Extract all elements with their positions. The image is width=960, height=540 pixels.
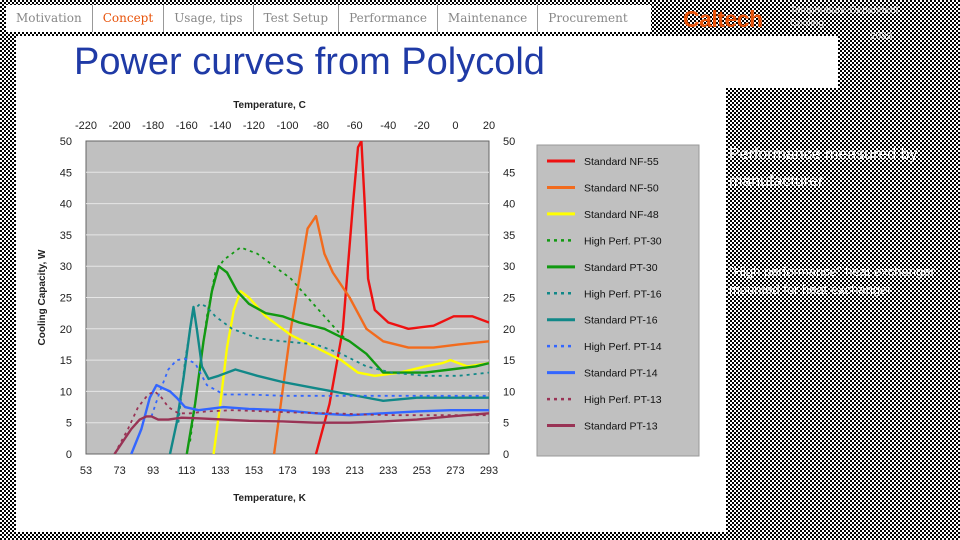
series-line-high-perf-pt-13	[117, 390, 489, 449]
note-heat-exchanger: "High performance" heat exchanger mounte…	[729, 264, 935, 297]
x-tick-label: 293	[480, 465, 498, 477]
x-tick-label: 73	[113, 465, 125, 477]
legend-label: Standard PT-30	[584, 262, 658, 274]
y-tick-label-right: 15	[503, 355, 515, 367]
x-tick-label: 53	[80, 465, 92, 477]
legend-label: Standard PT-14	[584, 368, 658, 380]
legend-label: Standard NF-55	[584, 156, 659, 168]
y-tick-label: 40	[60, 199, 72, 211]
legend-label: High Perf. PT-16	[584, 288, 662, 300]
tab-test-setup[interactable]: Test Setup	[254, 5, 340, 32]
y-tick-label-right: 50	[503, 136, 515, 148]
tab-motivation[interactable]: Motivation	[6, 5, 93, 32]
note-manufacturer: Performance measured by manufacturer.	[729, 146, 918, 190]
series-line-standard-pt-14	[130, 383, 489, 454]
series-line-standard-nf-55	[314, 141, 489, 454]
x-tick-label: 93	[147, 465, 159, 477]
y-tick-label: 50	[60, 136, 72, 148]
y-tick-label: 30	[60, 261, 72, 273]
top-tick-label: -140	[209, 120, 231, 132]
y-tick-label-right: 25	[503, 293, 515, 305]
title-box: Power curves from Polycold	[16, 36, 838, 88]
series-line-standard-pt-16	[168, 305, 489, 454]
header-meta-line1: Temperature-Dependent	[790, 5, 899, 16]
legend-box	[536, 144, 700, 457]
x-tick-label: 273	[446, 465, 464, 477]
header-meta-line3: 2023	[870, 31, 893, 42]
top-tick-label: -120	[243, 120, 265, 132]
header-meta-line2: Cooling	[790, 18, 824, 29]
content-panel: 0 0 5 5 10 10 15 15 20 20 25 25 30 30 35 35 40 40 45 45 50 50…	[16, 88, 726, 532]
series-line-high-perf-pt-14	[150, 357, 489, 417]
caltech-logo: Caltech	[683, 6, 763, 32]
y-axis-label: Cooling Capacity, W	[37, 249, 48, 345]
top-tick-label: -60	[347, 120, 363, 132]
top-tick-label: -80	[313, 120, 329, 132]
x-tick-label: 173	[278, 465, 296, 477]
legend-label: High Perf. PT-13	[584, 394, 662, 406]
top-tick-label: -40	[380, 120, 396, 132]
top-tick-label: -160	[176, 120, 198, 132]
series-line-standard-pt-13	[113, 412, 489, 454]
series-line-high-perf-pt-16	[177, 302, 489, 423]
tab-performance[interactable]: Performance	[339, 5, 438, 32]
series-line-standard-nf-48	[212, 289, 489, 454]
y-tick-label: 15	[60, 355, 72, 367]
tab-usage-tips[interactable]: Usage, tips	[164, 5, 254, 32]
top-tick-label: 0	[452, 120, 458, 132]
legend-label: Standard PT-13	[584, 421, 658, 433]
tab-maintenance[interactable]: Maintenance	[438, 5, 539, 32]
y-tick-label: 25	[60, 293, 72, 305]
legend-label: High Perf. PT-30	[584, 235, 662, 247]
series-line-standard-pt-30	[185, 264, 489, 454]
y-tick-label-right: 40	[503, 199, 515, 211]
y-tick-label-right: 20	[503, 324, 515, 336]
y-tick-label-right: 5	[503, 418, 509, 430]
y-tick-label: 20	[60, 324, 72, 336]
legend-label: High Perf. PT-14	[584, 341, 662, 353]
top-tick-label: -20	[414, 120, 430, 132]
x-tick-label: 133	[211, 465, 229, 477]
y-tick-label: 35	[60, 230, 72, 242]
y-tick-label: 10	[60, 386, 72, 398]
chart-title: Temperature, C	[233, 100, 306, 111]
top-tick-label: 20	[483, 120, 495, 132]
x-tick-label: 153	[245, 465, 263, 477]
legend-label: Standard NF-48	[584, 209, 659, 221]
x-tick-label: 253	[413, 465, 431, 477]
x-tick-label: 193	[312, 465, 330, 477]
top-tick-label: -220	[75, 120, 97, 132]
y-tick-label: 5	[66, 418, 72, 430]
y-tick-label-right: 45	[503, 167, 515, 179]
tab-procurement[interactable]: Procurement	[548, 11, 628, 25]
section-nav: Motivation Concept Usage, tips Test Setu…	[6, 5, 651, 32]
y-tick-label-right: 35	[503, 230, 515, 242]
x-tick-label: 233	[379, 465, 397, 477]
tab-concept[interactable]: Concept	[93, 5, 165, 32]
series-line-standard-nf-50	[272, 214, 489, 454]
x-axis-label: Temperature, K	[233, 493, 306, 504]
y-tick-label: 45	[60, 167, 72, 179]
y-tick-label-right: 10	[503, 386, 515, 398]
top-tick-label: -180	[142, 120, 164, 132]
top-tick-label: -100	[276, 120, 298, 132]
top-tick-label: -200	[109, 120, 131, 132]
legend-label: Standard NF-50	[584, 182, 659, 194]
legend-label: Standard PT-16	[584, 315, 658, 327]
y-tick-label: 0	[66, 449, 72, 461]
page-title: Power curves from Polycold	[74, 41, 545, 83]
x-tick-label: 213	[345, 465, 363, 477]
y-tick-label-right: 0	[503, 449, 509, 461]
x-tick-label: 113	[178, 465, 196, 477]
y-tick-label-right: 30	[503, 261, 515, 273]
header-meta: Temperature-Dependent Cooling 2023	[790, 4, 898, 43]
